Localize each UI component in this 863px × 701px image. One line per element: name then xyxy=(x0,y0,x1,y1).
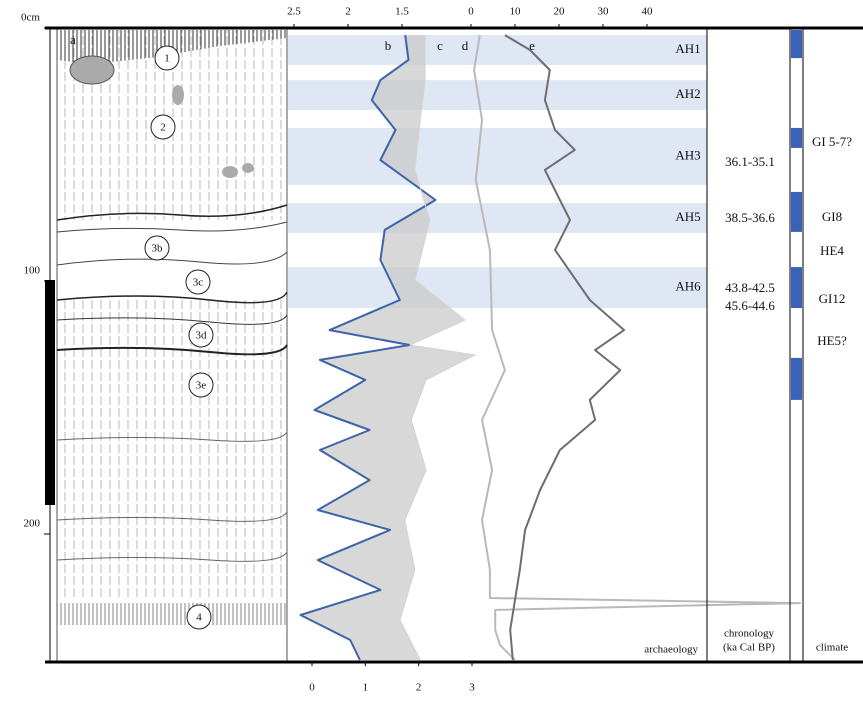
depth-tick-label: 0cm xyxy=(21,12,40,24)
layer-label: 3e xyxy=(196,380,207,392)
horizon-band xyxy=(288,128,707,185)
axis-tick-label: 3 xyxy=(469,682,475,694)
layer-label: 1 xyxy=(164,53,170,65)
horizon-band xyxy=(288,35,707,65)
figure: a b c d e 1 2 3b 3c 3d 3e 4 36.1-35.1 38… xyxy=(0,0,863,696)
panel-label: b xyxy=(385,38,392,53)
climate-label: HE5? xyxy=(817,333,847,348)
climate-label: GI8 xyxy=(822,209,842,224)
stratigraphic-section xyxy=(57,28,287,662)
axis-tick-label: 10 xyxy=(510,6,522,18)
horizon-label: AH1 xyxy=(675,41,700,56)
panel-label: a xyxy=(70,32,76,47)
axis-tick-label: 0 xyxy=(468,6,474,18)
axis-tick-label: 1.5 xyxy=(395,6,409,18)
climate-segment xyxy=(791,267,802,308)
depth-tick-label: 100 xyxy=(24,265,41,277)
horizon-label: AH5 xyxy=(675,209,700,224)
panel-label: d xyxy=(462,38,469,53)
horizon-label: AH3 xyxy=(675,148,700,163)
axis-tick-label: 20 xyxy=(554,6,566,18)
chronology-label: 36.1-35.1 xyxy=(725,154,775,169)
climate-label: HE4 xyxy=(820,243,844,258)
horizon-label: AH6 xyxy=(675,279,701,294)
horizon-band xyxy=(288,203,707,233)
column-title: climate xyxy=(816,642,848,654)
axis-tick-label: 2.5 xyxy=(287,6,301,18)
layer-label: 3d xyxy=(196,330,208,342)
axis-tick-label: 0 xyxy=(309,682,315,694)
climate-segment xyxy=(791,192,802,232)
layer-label: 2 xyxy=(160,122,166,134)
climate-label: GI 5-7? xyxy=(812,134,852,149)
climate-segment xyxy=(791,358,802,400)
depth-tick-label: 200 xyxy=(24,518,41,530)
horizon-label: AH2 xyxy=(675,86,700,101)
layer-label: 3b xyxy=(152,243,164,255)
axis-tick-label: 30 xyxy=(598,6,610,18)
chronology-label: 38.5-36.6 xyxy=(725,210,775,225)
axis-tick-label: 2 xyxy=(345,6,351,18)
layer-label: 4 xyxy=(196,612,202,624)
chronology-label: 43.8-42.5 xyxy=(725,280,775,295)
climate-segment xyxy=(791,30,802,58)
column-title: archaeology xyxy=(644,644,698,656)
horizon-band xyxy=(288,80,707,110)
column-subtitle: (ka Cal BP) xyxy=(723,642,775,654)
axis-tick-label: 1 xyxy=(363,682,369,694)
panel-label: e xyxy=(529,38,535,53)
climate-segment xyxy=(791,128,802,148)
axis-tick-label: 40 xyxy=(642,6,654,18)
climate-label: GI12 xyxy=(819,291,846,306)
axis-tick-label: 2 xyxy=(416,682,422,694)
column-title: chronology xyxy=(724,628,775,640)
horizon-band xyxy=(288,267,707,308)
layer-label: 3c xyxy=(193,277,204,289)
panel-label: c xyxy=(437,38,443,53)
chronology-label: 45.6-44.6 xyxy=(725,298,775,313)
